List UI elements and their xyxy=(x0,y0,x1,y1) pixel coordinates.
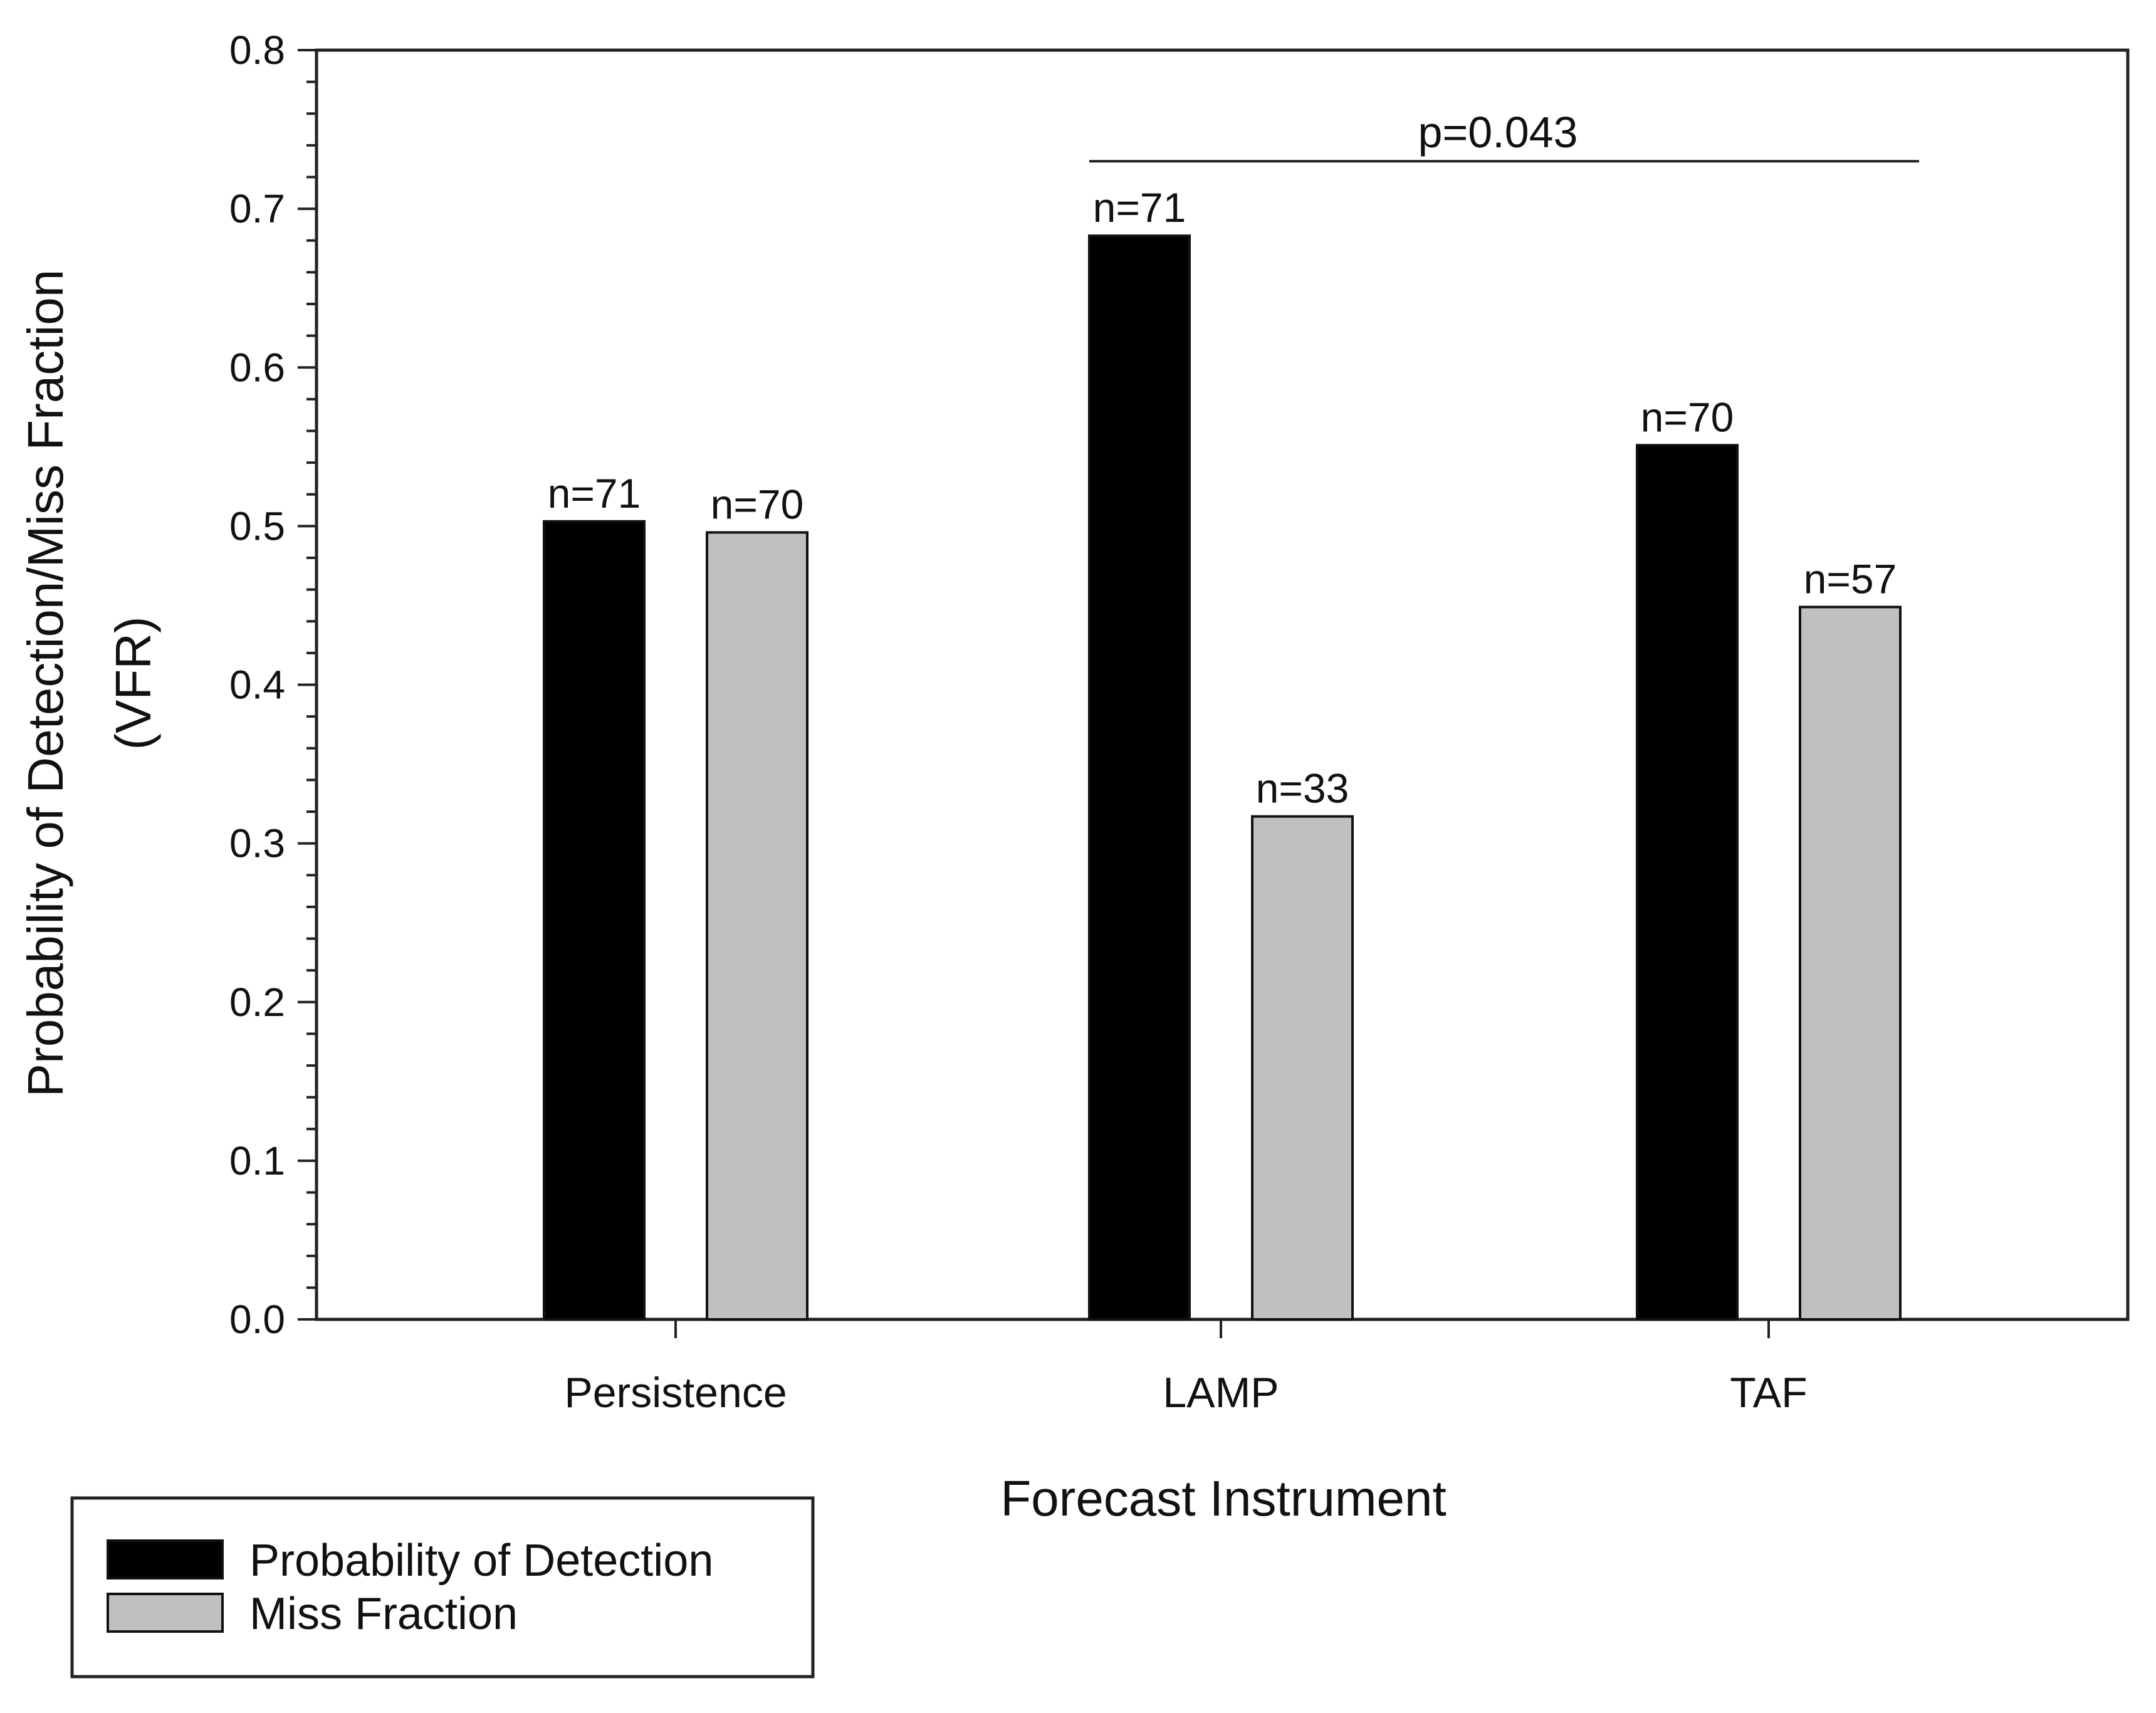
y-tick-label: 0.4 xyxy=(229,663,285,708)
bar-n-label: n=71 xyxy=(548,470,641,516)
x-tick-label: Persistence xyxy=(564,1369,787,1417)
bar-probability-of-detection xyxy=(543,520,646,1321)
y-axis-ticks: 0.0 0.1 0.2 0.3 0.4 0.5 0.6 0.7 0.8 xyxy=(229,28,317,1342)
bar-miss-fraction xyxy=(1251,815,1354,1321)
p-value-label: p=0.043 xyxy=(1418,108,1578,157)
legend-label: Miss Fraction xyxy=(249,1589,518,1639)
bar-miss-fraction xyxy=(1799,605,1902,1321)
legend-label: Probability of Detection xyxy=(249,1536,713,1586)
bar-n-label: n=71 xyxy=(1093,184,1186,231)
x-axis: Persistence LAMP TAF xyxy=(564,1319,1808,1417)
bar-n-label: n=70 xyxy=(1641,394,1734,440)
bar-probability-of-detection xyxy=(1088,234,1191,1321)
y-tick-label: 0.2 xyxy=(229,980,285,1025)
bar-probability-of-detection xyxy=(1636,444,1739,1321)
bar-n-label: n=33 xyxy=(1256,765,1349,812)
bar-n-label: n=70 xyxy=(711,481,804,528)
x-tick-label: LAMP xyxy=(1163,1369,1279,1417)
y-tick-label: 0.6 xyxy=(229,345,285,390)
y-tick-label: 0.7 xyxy=(229,186,285,231)
legend-box xyxy=(70,1496,815,1679)
x-axis-title: Forecast Instrument xyxy=(1000,1470,1446,1526)
y-tick-label: 0.5 xyxy=(229,503,285,548)
x-tick-label: TAF xyxy=(1730,1369,1807,1417)
legend-swatch-probability-of-detection xyxy=(107,1539,224,1579)
bar-miss-fraction xyxy=(706,531,808,1321)
y-tick-label: 0.8 xyxy=(229,28,285,73)
y-axis-title-unit: (VFR) xyxy=(105,616,161,750)
annotations: p=0.043 xyxy=(1089,108,1919,163)
legend-swatch-miss-fraction xyxy=(107,1593,224,1633)
y-axis-title: Probability of Detection/Miss Fraction xyxy=(18,270,73,1097)
y-tick-label: 0.0 xyxy=(229,1297,285,1342)
bar-n-label: n=57 xyxy=(1804,555,1897,602)
y-tick-label: 0.3 xyxy=(229,821,285,866)
y-tick-label: 0.1 xyxy=(229,1138,285,1183)
bars: n=71 n=71 n=70 n=70 n=33 n=57 xyxy=(543,184,1902,1321)
axis-titles: Forecast Instrument Probability of Detect… xyxy=(18,270,1447,1526)
